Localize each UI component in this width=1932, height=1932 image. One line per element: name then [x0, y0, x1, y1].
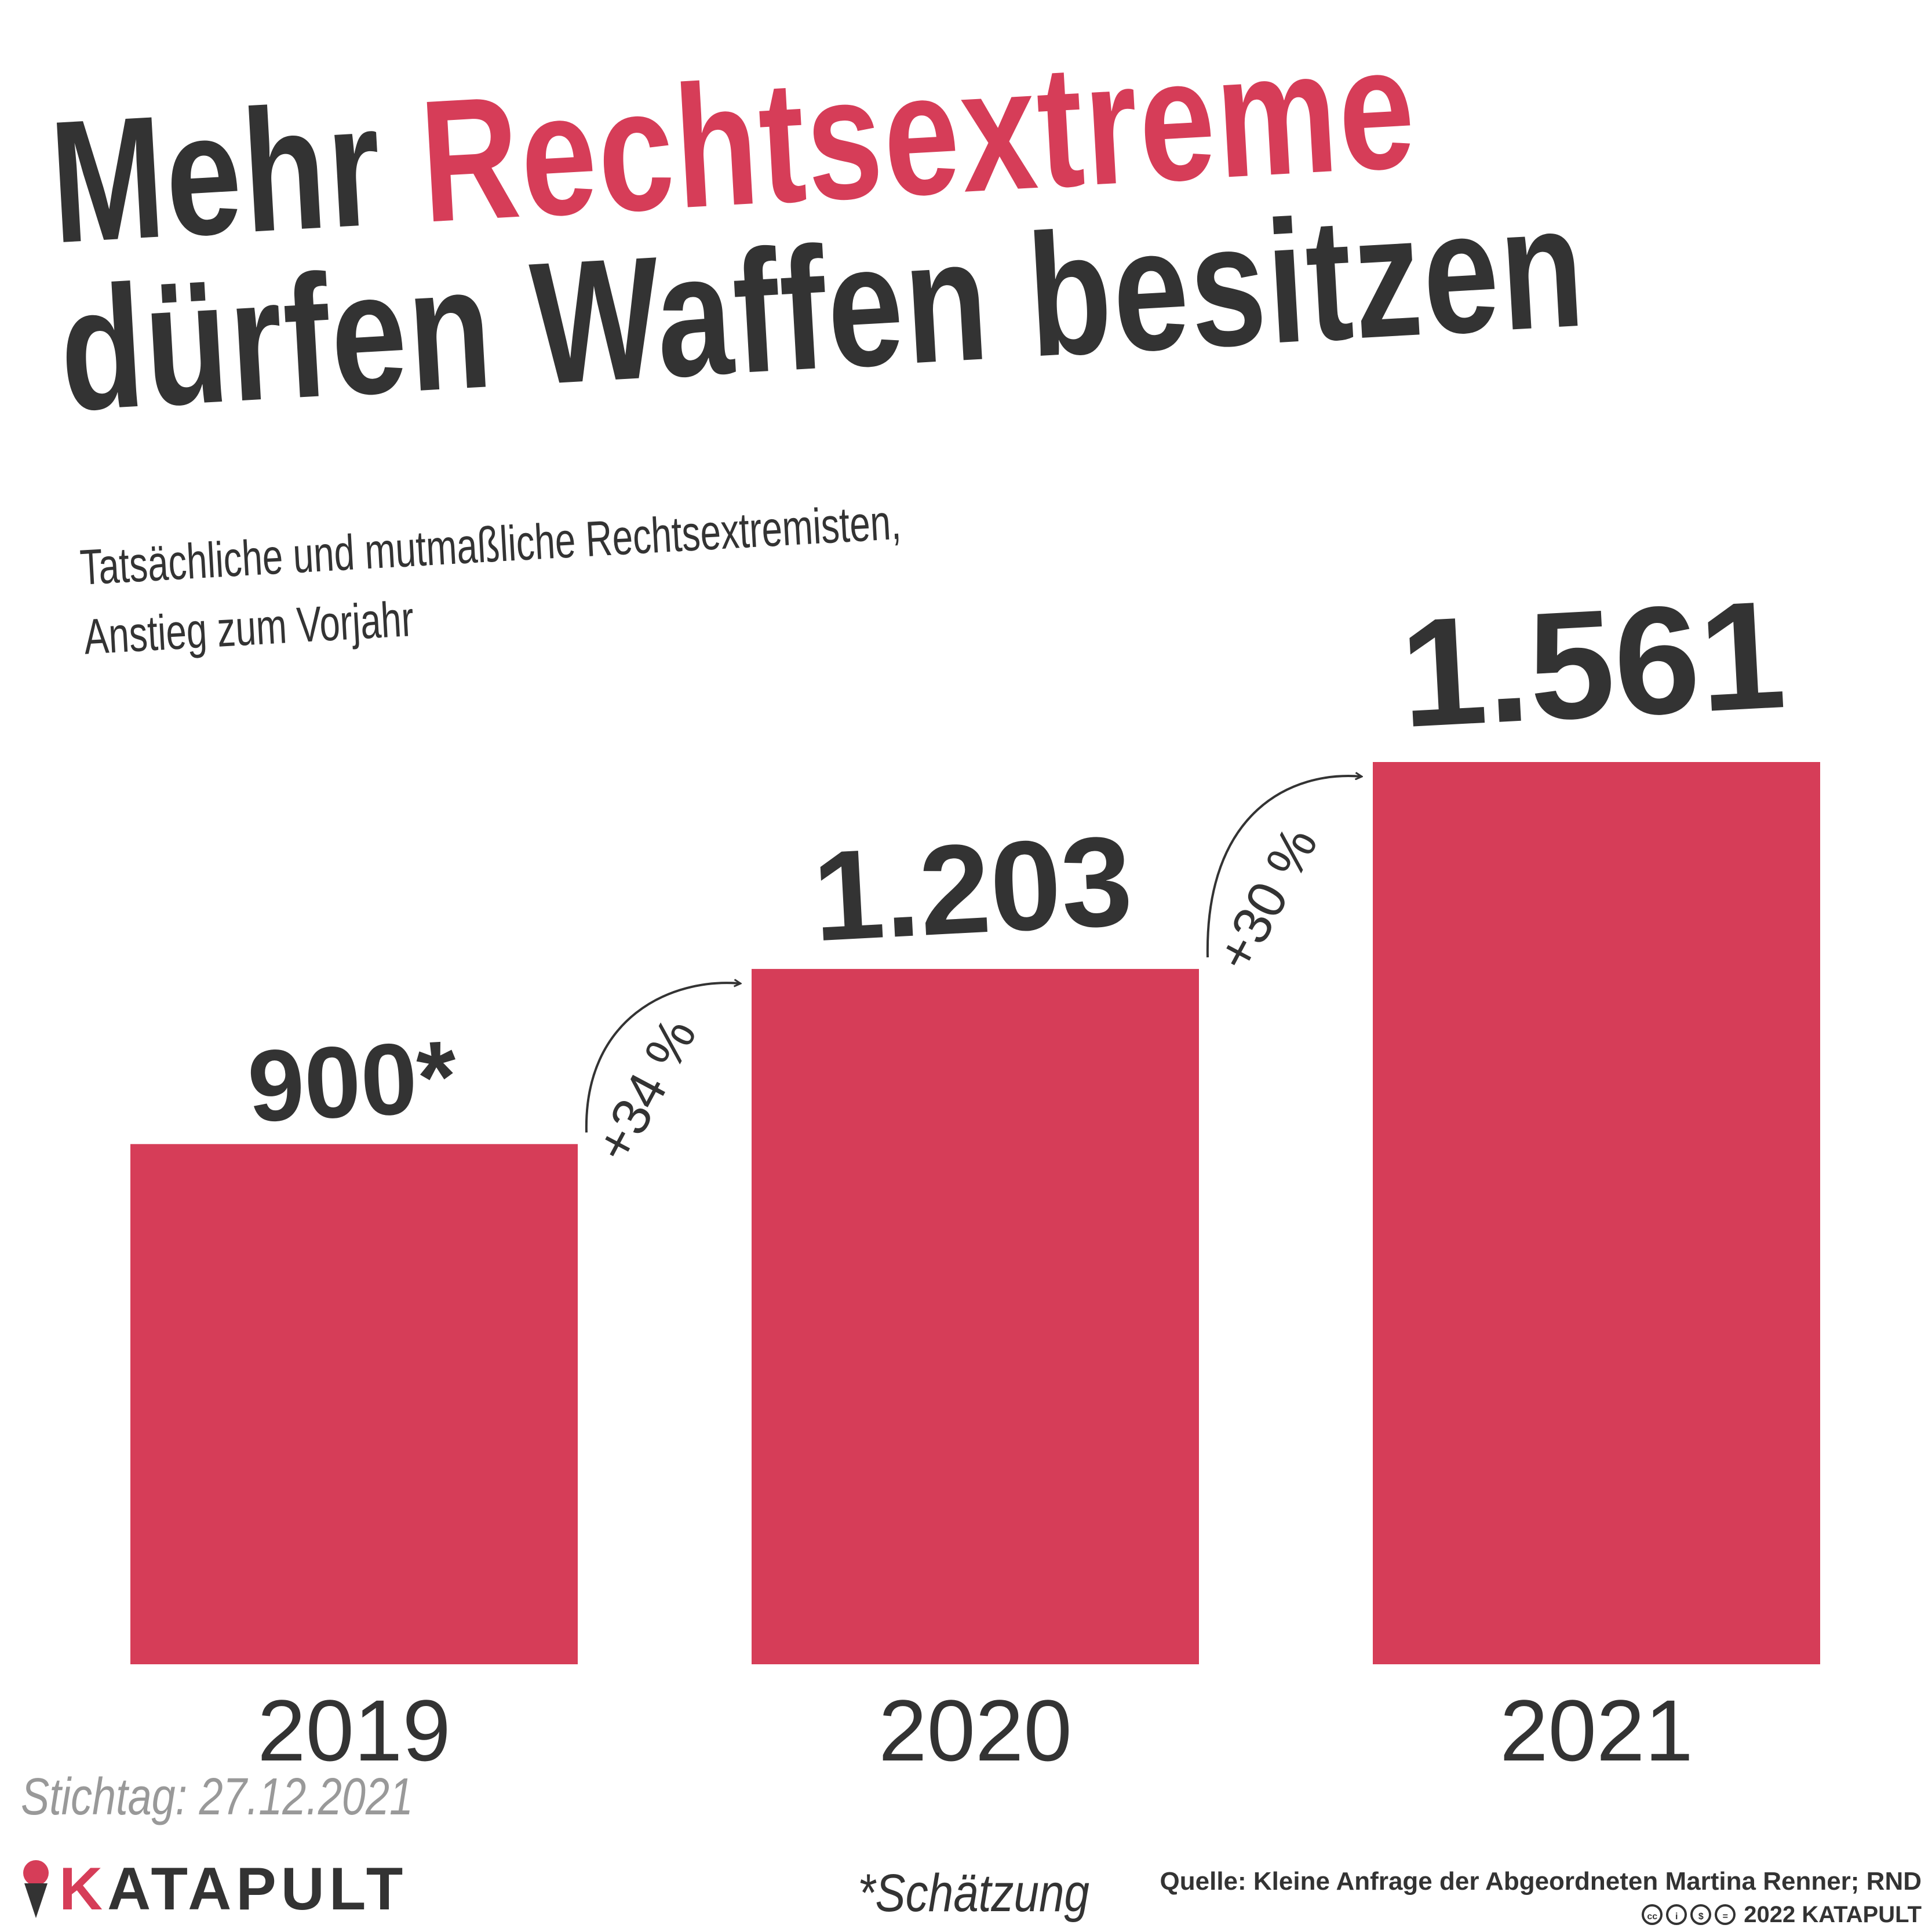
value-label-2021: 1.561: [1397, 568, 1789, 760]
bar-2019: [130, 1144, 578, 1664]
category-label-2020: 2020: [878, 1682, 1072, 1779]
logo-catapult-icon: [23, 1860, 49, 1918]
katapult-logo: KATAPULT: [21, 1855, 408, 1923]
logo-wordmark: KATAPULT: [59, 1855, 408, 1923]
by-icon: i: [1666, 1904, 1687, 1925]
cc-icon: cc: [1642, 1904, 1663, 1925]
license-line: cc i $ = 2022 KATAPULT: [1642, 1902, 1922, 1927]
category-label-2021: 2021: [1500, 1682, 1693, 1779]
change-arrow-2021: [1206, 776, 1361, 958]
value-label-2019: 900*: [245, 1020, 460, 1144]
stichtag-date: Stichtag: 27.12.2021: [21, 1768, 414, 1826]
value-label-2020: 1.203: [810, 809, 1136, 968]
change-label-2020: +34 %: [584, 1009, 708, 1171]
change-label-2021: +30 %: [1205, 818, 1329, 980]
source-note: Quelle: Kleine Anfrage der Abgeordneten …: [1160, 1867, 1922, 1895]
change-arrow-2020: [585, 983, 740, 1133]
category-label-2019: 2019: [257, 1682, 451, 1779]
nc-icon: $: [1690, 1904, 1712, 1925]
nd-icon: =: [1715, 1904, 1736, 1925]
bar-2020: [752, 969, 1199, 1664]
copyright-text: 2022 KATAPULT: [1744, 1901, 1922, 1927]
bar-2021: [1373, 762, 1820, 1664]
estimate-footnote: *Schätzung: [858, 1864, 1089, 1923]
